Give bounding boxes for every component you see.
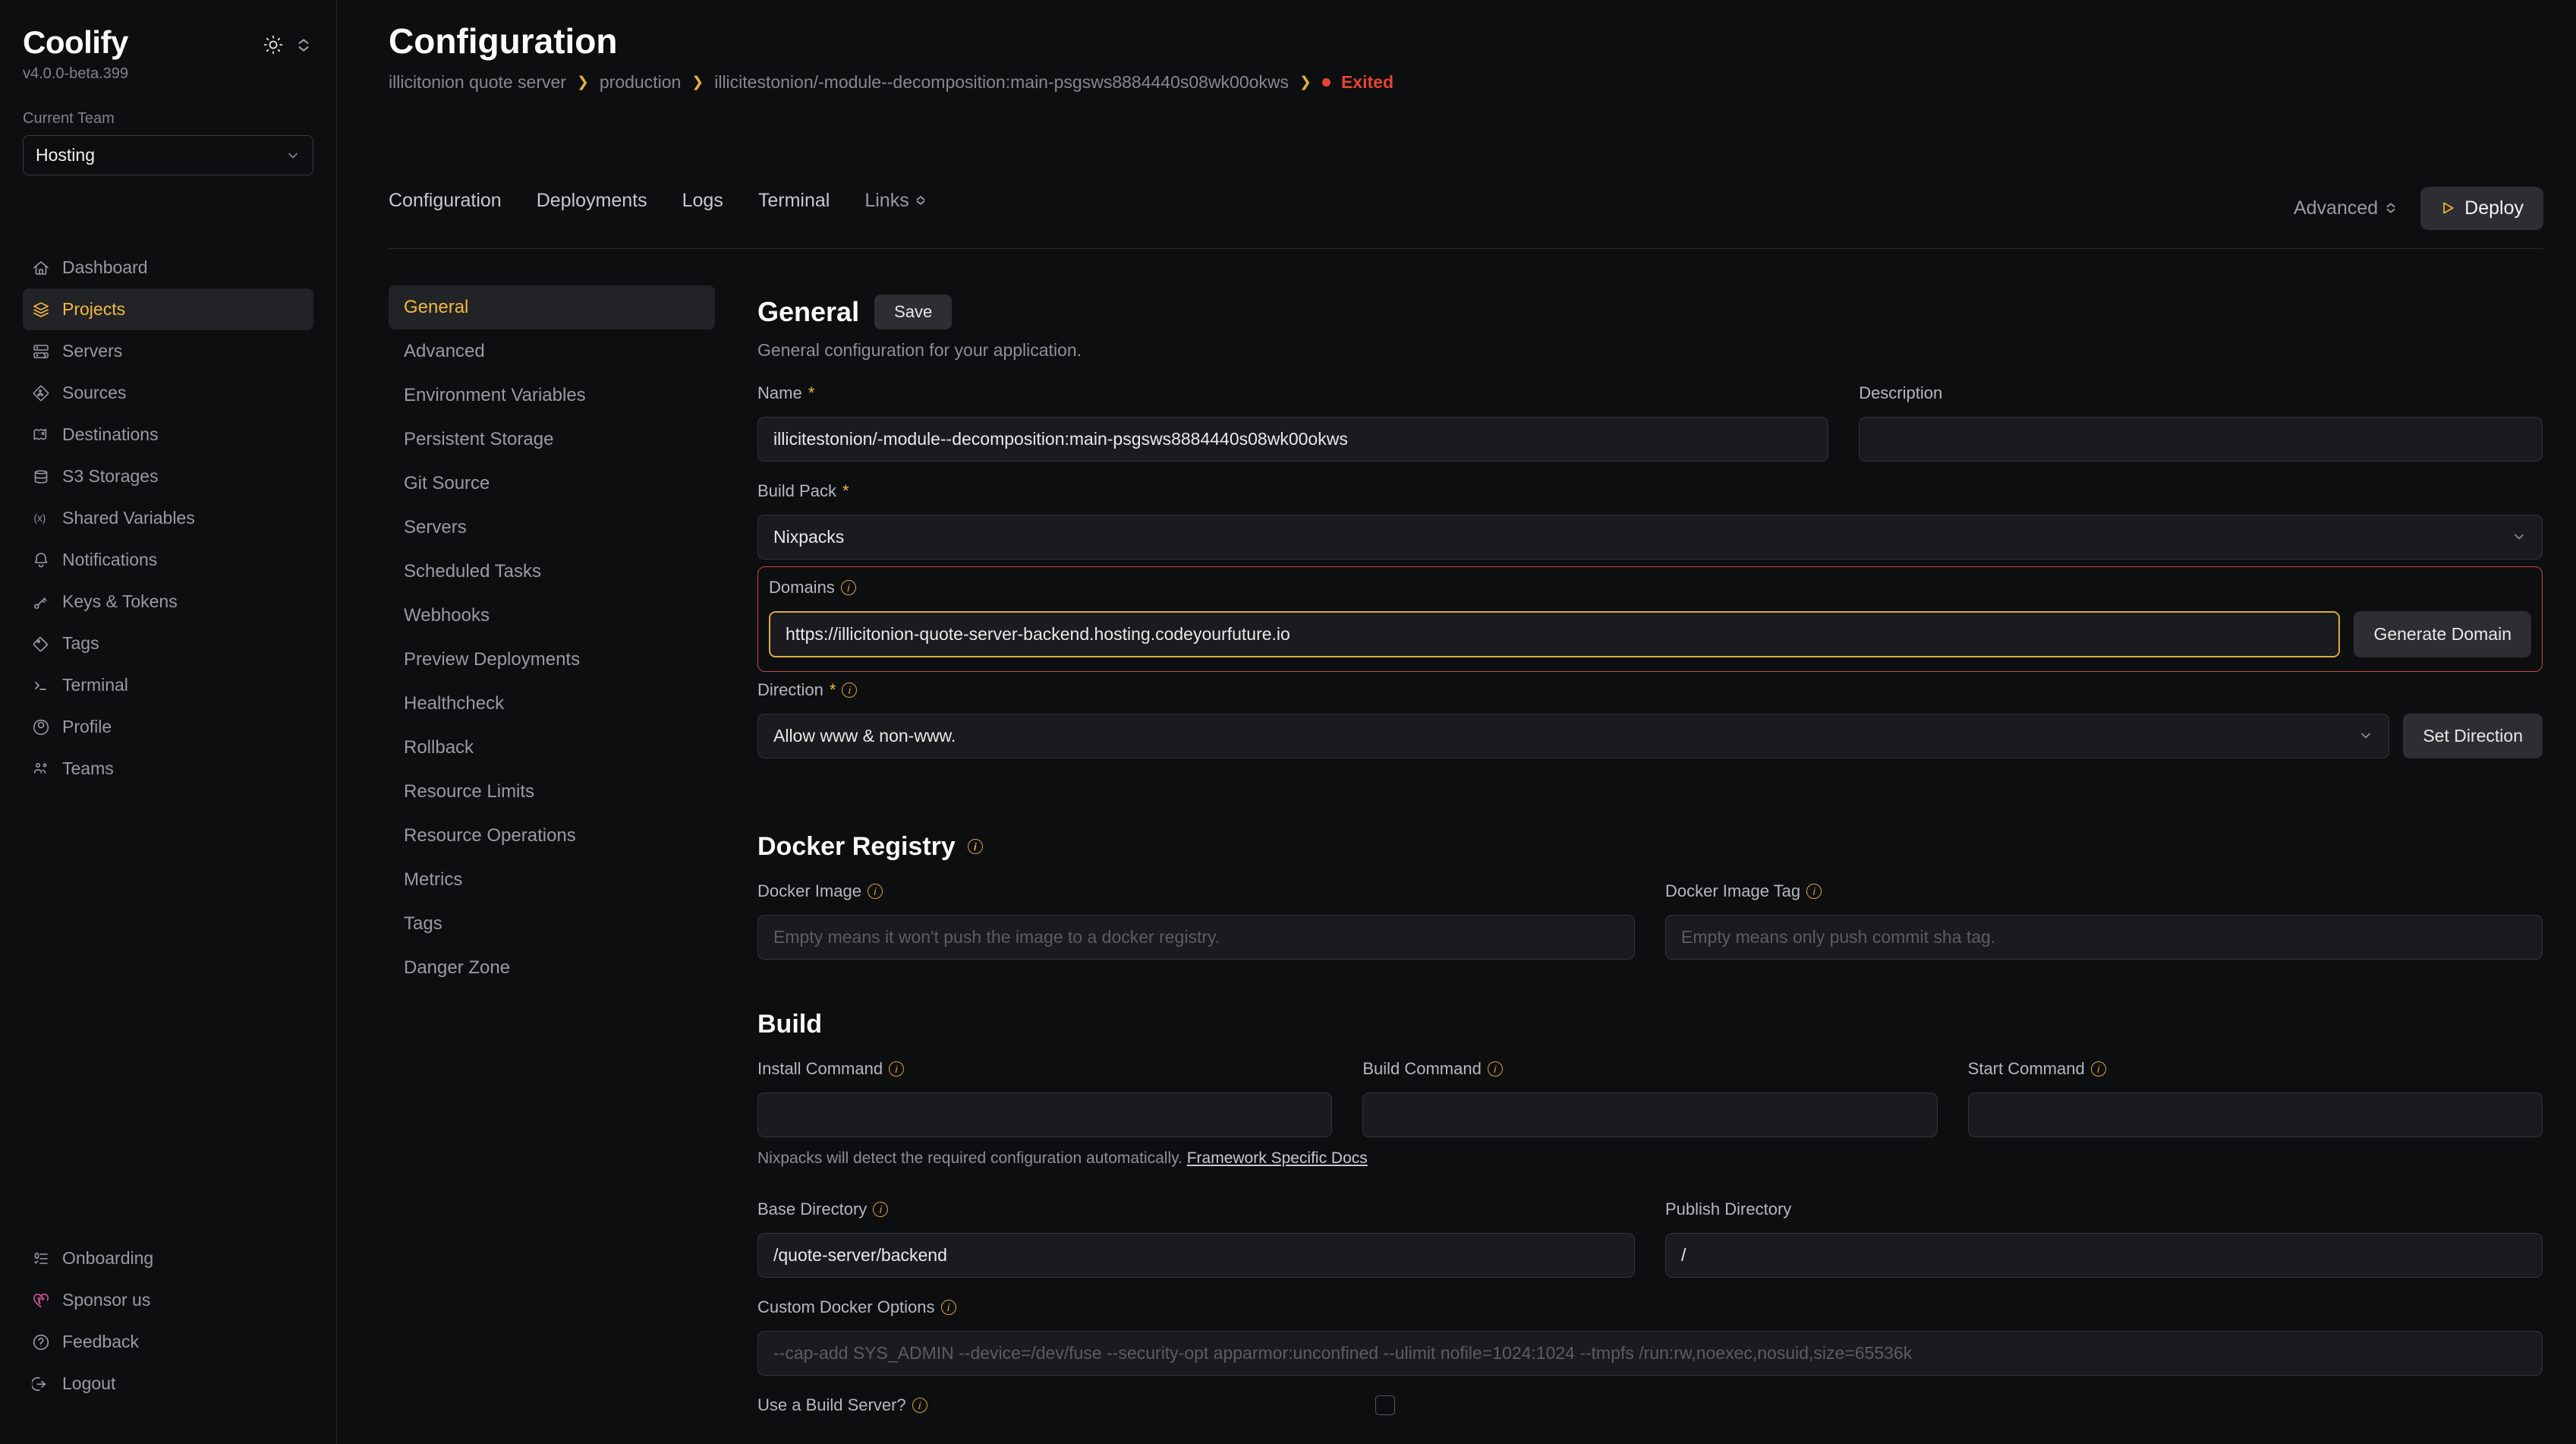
- svg-text:(x): (x): [34, 512, 46, 524]
